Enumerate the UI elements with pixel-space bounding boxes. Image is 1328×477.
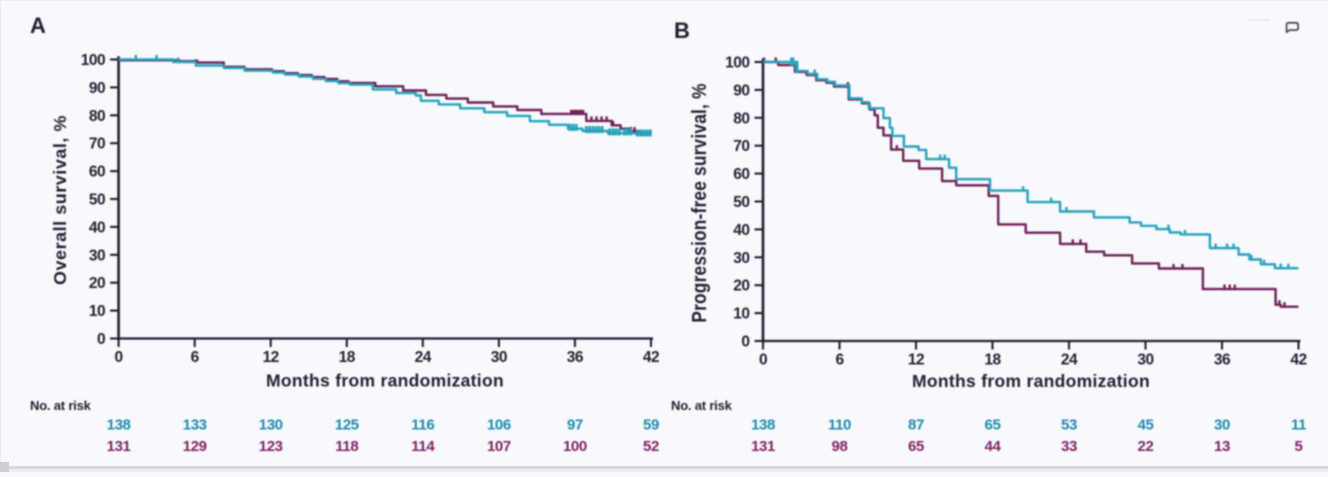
svg-text:30: 30 <box>89 247 105 264</box>
svg-text:125: 125 <box>335 417 359 434</box>
svg-text:13: 13 <box>1214 438 1230 455</box>
svg-text:100: 100 <box>725 55 749 72</box>
svg-text:20: 20 <box>733 278 749 295</box>
svg-text:42: 42 <box>1290 352 1306 369</box>
svg-text:40: 40 <box>733 222 749 239</box>
svg-text:30: 30 <box>733 250 749 267</box>
svg-text:114: 114 <box>411 438 435 455</box>
svg-text:6: 6 <box>191 349 200 366</box>
svg-text:90: 90 <box>733 82 749 99</box>
svg-text:5: 5 <box>1295 438 1303 455</box>
svg-text:110: 110 <box>828 417 851 434</box>
svg-text:60: 60 <box>733 166 749 183</box>
svg-text:0: 0 <box>759 352 767 369</box>
svg-text:50: 50 <box>89 192 105 209</box>
svg-text:131: 131 <box>751 438 775 455</box>
svg-text:Progression-free survival, %: Progression-free survival, % <box>689 83 712 322</box>
svg-text:45: 45 <box>1138 417 1154 434</box>
svg-text:No. at risk: No. at risk <box>671 398 733 413</box>
svg-text:B: B <box>674 18 690 43</box>
svg-text:0: 0 <box>97 331 105 348</box>
svg-text:0: 0 <box>741 334 749 351</box>
svg-text:6: 6 <box>835 352 844 369</box>
svg-text:42: 42 <box>643 349 659 366</box>
svg-text:22: 22 <box>1138 438 1154 455</box>
svg-text:30: 30 <box>491 349 507 366</box>
svg-text:80: 80 <box>89 108 105 125</box>
svg-text:53: 53 <box>1061 417 1077 434</box>
svg-text:130: 130 <box>259 417 283 434</box>
svg-text:70: 70 <box>89 136 105 153</box>
svg-text:Months from randomization: Months from randomization <box>912 371 1150 391</box>
svg-text:0: 0 <box>115 349 123 366</box>
svg-text:138: 138 <box>107 417 131 434</box>
svg-text:98: 98 <box>832 438 848 455</box>
svg-text:60: 60 <box>89 164 105 181</box>
svg-text:No. at risk: No. at risk <box>30 398 92 413</box>
svg-text:18: 18 <box>339 349 356 366</box>
svg-text:12: 12 <box>263 349 279 366</box>
svg-text:33: 33 <box>1061 438 1077 455</box>
svg-text:80: 80 <box>733 110 749 127</box>
svg-text:10: 10 <box>733 306 749 323</box>
svg-text:118: 118 <box>335 438 358 455</box>
svg-text:50: 50 <box>733 194 749 211</box>
svg-text:59: 59 <box>643 417 659 434</box>
svg-text:52: 52 <box>643 438 659 455</box>
svg-text:116: 116 <box>411 417 434 434</box>
svg-text:106: 106 <box>487 417 511 434</box>
svg-text:90: 90 <box>89 80 105 97</box>
svg-text:100: 100 <box>81 52 105 69</box>
svg-text:131: 131 <box>107 438 131 455</box>
svg-text:A: A <box>30 13 46 38</box>
svg-text:70: 70 <box>733 138 749 155</box>
svg-text:30: 30 <box>1137 352 1153 369</box>
svg-text:40: 40 <box>89 219 105 236</box>
svg-text:44: 44 <box>985 438 1002 455</box>
svg-text:36: 36 <box>1214 352 1231 369</box>
svg-text:24: 24 <box>415 349 432 366</box>
svg-text:20: 20 <box>89 275 105 292</box>
svg-text:97: 97 <box>567 417 583 434</box>
svg-text:Months from randomization: Months from randomization <box>266 371 504 391</box>
svg-text:10: 10 <box>89 303 105 320</box>
svg-text:138: 138 <box>751 417 775 434</box>
svg-text:129: 129 <box>183 438 207 455</box>
svg-text:100: 100 <box>563 438 587 455</box>
svg-text:12: 12 <box>908 352 924 369</box>
svg-text:18: 18 <box>984 352 1001 369</box>
svg-text:123: 123 <box>259 438 283 455</box>
svg-text:36: 36 <box>567 349 584 366</box>
svg-text:133: 133 <box>183 417 207 434</box>
svg-text:107: 107 <box>487 438 511 455</box>
svg-text:Overall survival, %: Overall survival, % <box>50 115 70 285</box>
svg-text:24: 24 <box>1061 352 1078 369</box>
svg-text:87: 87 <box>908 417 924 434</box>
svg-text:30: 30 <box>1214 417 1230 434</box>
svg-text:65: 65 <box>985 417 1001 434</box>
svg-text:65: 65 <box>908 438 924 455</box>
svg-text:11: 11 <box>1291 417 1306 434</box>
